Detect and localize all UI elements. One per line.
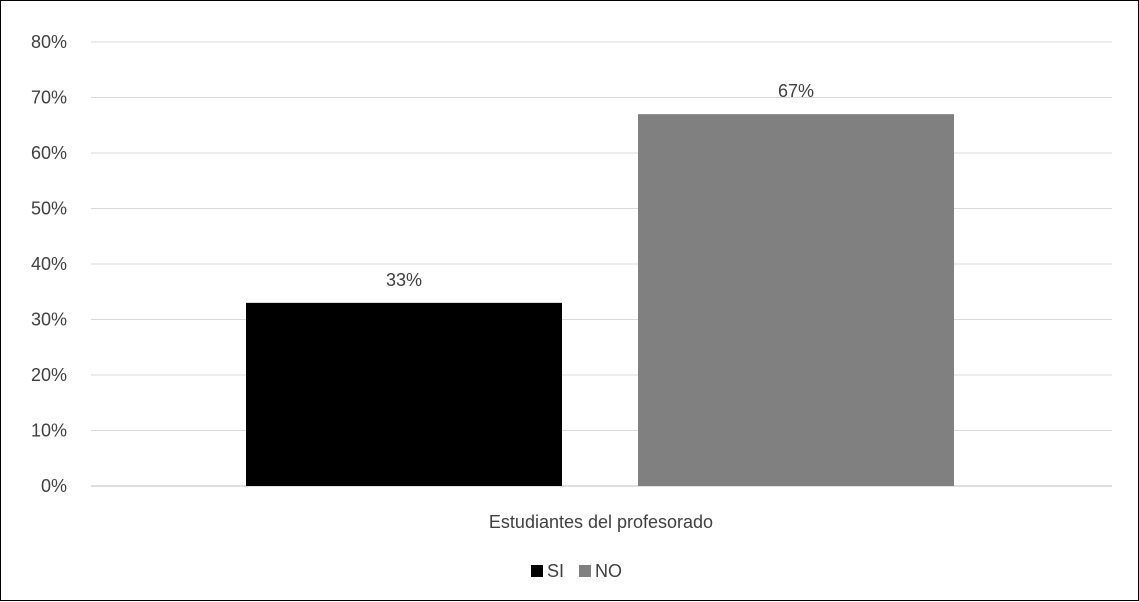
bars (246, 114, 954, 487)
y-tick-label: 60% (31, 143, 67, 163)
y-tick-label: 0% (41, 476, 67, 496)
y-tick-label: 80% (31, 32, 67, 52)
y-tick-label: 30% (31, 310, 67, 330)
y-tick-label: 50% (31, 199, 67, 219)
gridlines (91, 41, 1112, 487)
y-tick-label: 10% (31, 421, 67, 441)
data-label-no: 67% (778, 81, 814, 101)
bar-si (246, 302, 562, 486)
data-labels: 33% 67% (386, 81, 814, 290)
data-label-si: 33% (386, 270, 422, 290)
legend-swatch-si (531, 565, 543, 577)
legend-label-si: SI (547, 561, 564, 581)
y-tick-label: 70% (31, 88, 67, 108)
y-tick-label: 40% (31, 254, 67, 274)
bar-no (638, 114, 954, 487)
y-axis-ticks: 0% 10% 20% 30% 40% 50% 60% 70% 80% (31, 32, 67, 496)
legend-swatch-no (579, 565, 591, 577)
legend: SI NO (531, 561, 622, 581)
y-tick-label: 20% (31, 365, 67, 385)
x-axis-category-label: Estudiantes del profesorado (489, 512, 713, 532)
legend-label-no: NO (595, 561, 622, 581)
